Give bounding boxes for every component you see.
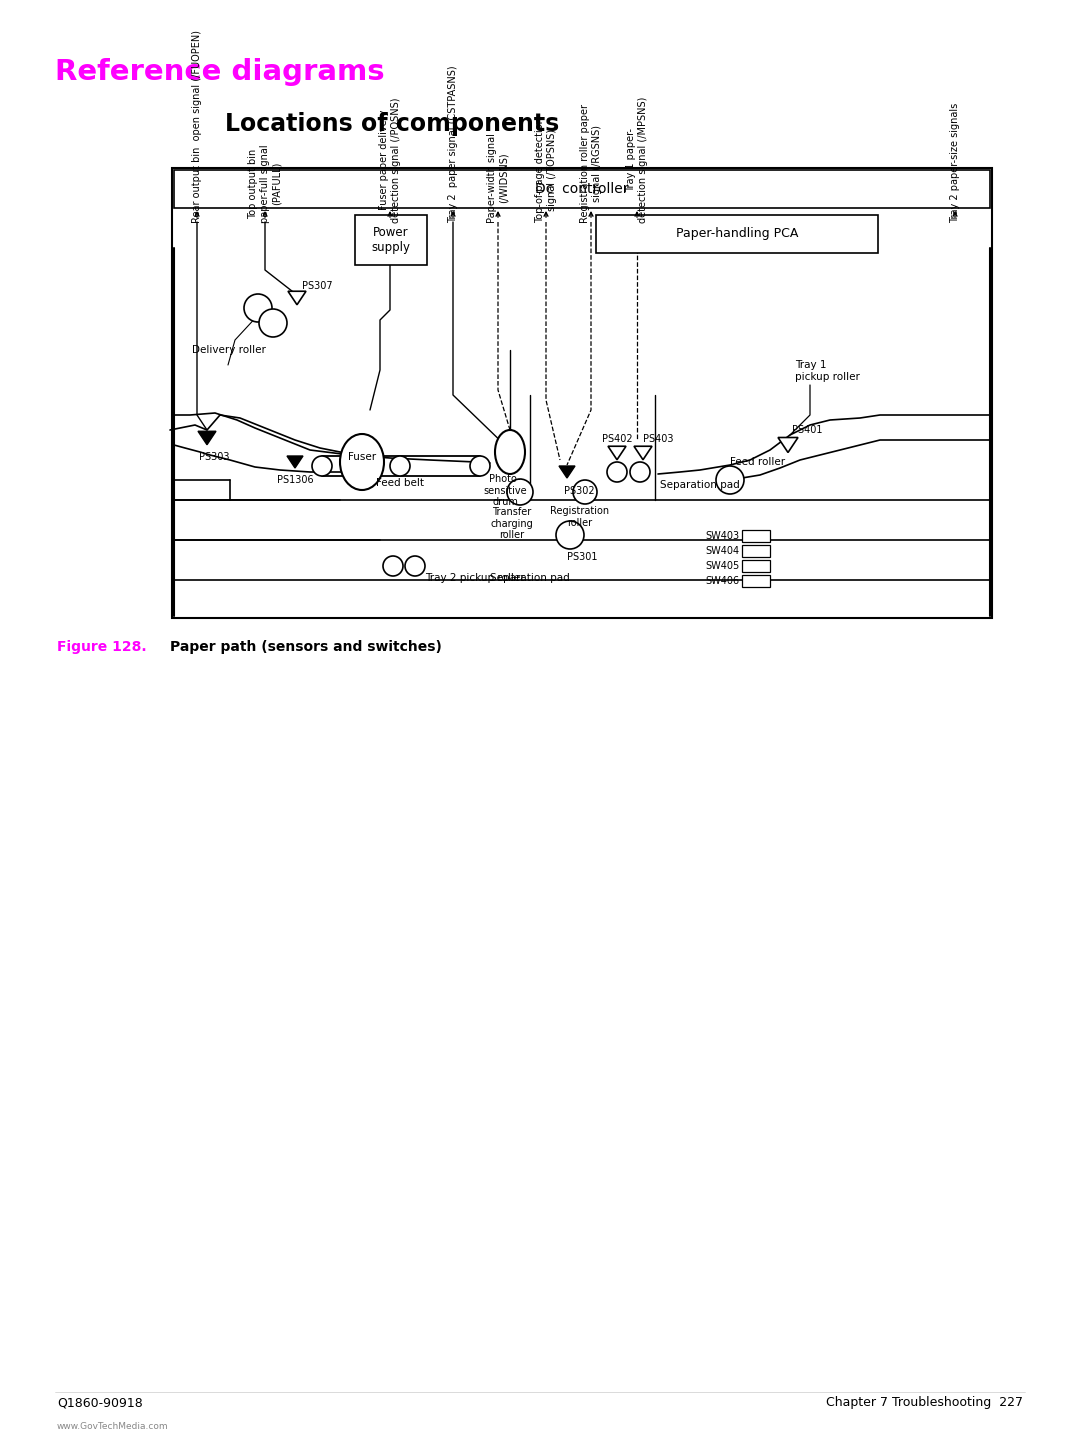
Text: PS402: PS402 — [602, 434, 633, 444]
Bar — [742, 575, 770, 586]
Text: PS401: PS401 — [792, 425, 823, 435]
Circle shape — [390, 456, 410, 476]
Bar — [174, 170, 990, 208]
Text: Transfer
charging
roller: Transfer charging roller — [490, 507, 534, 540]
Circle shape — [244, 295, 272, 322]
Polygon shape — [559, 466, 575, 479]
Ellipse shape — [495, 430, 525, 474]
Text: SW405: SW405 — [705, 560, 740, 570]
Text: Feed belt: Feed belt — [376, 479, 424, 489]
Polygon shape — [288, 292, 306, 305]
Text: www.GovTechMedia.com: www.GovTechMedia.com — [57, 1423, 168, 1431]
Circle shape — [607, 463, 627, 481]
Text: Locations of components: Locations of components — [225, 112, 559, 137]
Circle shape — [630, 463, 650, 481]
Text: Top output bin
paper-full signal
(PAFULL): Top output bin paper-full signal (PAFULL… — [248, 144, 282, 223]
Circle shape — [573, 480, 597, 504]
Text: Chapter 7 Troubleshooting  227: Chapter 7 Troubleshooting 227 — [826, 1395, 1023, 1410]
Circle shape — [312, 456, 332, 476]
Text: Separation pad: Separation pad — [490, 573, 570, 583]
Bar — [172, 168, 993, 618]
Text: Q1860-90918: Q1860-90918 — [57, 1395, 143, 1410]
Text: Top-of-page detection
signal (/TOPSNS): Top-of-page detection signal (/TOPSNS) — [536, 118, 557, 223]
Text: Paper-handling PCA: Paper-handling PCA — [676, 227, 798, 240]
Text: PS302: PS302 — [564, 486, 595, 496]
Text: Tray 1
pickup roller: Tray 1 pickup roller — [795, 361, 860, 382]
Text: Separation pad: Separation pad — [660, 480, 740, 490]
Circle shape — [507, 479, 534, 504]
Text: Tray 2 pickup roller: Tray 2 pickup roller — [426, 573, 525, 583]
Text: Fuser paper delivery
detection signal (/POSNS): Fuser paper delivery detection signal (/… — [379, 98, 401, 223]
Text: PS307: PS307 — [302, 282, 333, 292]
Text: Tray 1 paper-
detection signal (/MPSNS): Tray 1 paper- detection signal (/MPSNS) — [626, 96, 648, 223]
Text: SW403: SW403 — [706, 532, 740, 540]
Circle shape — [383, 556, 403, 576]
Polygon shape — [778, 437, 798, 453]
Text: Power
supply: Power supply — [372, 226, 410, 254]
Bar — [742, 530, 770, 542]
Text: Reference diagrams: Reference diagrams — [55, 57, 384, 86]
Text: Tray 2  paper signal (CSTPASNS): Tray 2 paper signal (CSTPASNS) — [448, 65, 458, 223]
Text: Registration
roller: Registration roller — [551, 506, 609, 527]
Circle shape — [470, 456, 490, 476]
Circle shape — [405, 556, 426, 576]
Polygon shape — [608, 447, 626, 460]
Bar — [742, 560, 770, 572]
Circle shape — [556, 522, 584, 549]
Polygon shape — [198, 431, 216, 444]
Text: Fuser: Fuser — [348, 453, 376, 463]
Bar — [596, 216, 878, 253]
Text: Feed roller: Feed roller — [730, 457, 785, 467]
Text: Dc  controller: Dc controller — [536, 182, 629, 195]
Text: PS301: PS301 — [567, 552, 597, 562]
Text: SW406: SW406 — [706, 576, 740, 586]
Text: Rear output bin  open signal (/FUOPEN): Rear output bin open signal (/FUOPEN) — [192, 30, 202, 223]
Circle shape — [716, 466, 744, 494]
Text: SW404: SW404 — [706, 546, 740, 556]
Text: PS303: PS303 — [199, 453, 229, 463]
Text: Figure 128.: Figure 128. — [57, 639, 147, 654]
Text: Photo-
sensitive
drum: Photo- sensitive drum — [483, 474, 527, 507]
Bar — [742, 545, 770, 558]
Polygon shape — [634, 447, 652, 460]
Text: Registration roller paper
signal (/RGSNS): Registration roller paper signal (/RGSNS… — [580, 103, 602, 223]
Bar — [355, 216, 427, 264]
Polygon shape — [287, 456, 303, 468]
Text: Delivery roller: Delivery roller — [192, 345, 266, 355]
Text: PS1306: PS1306 — [276, 476, 313, 486]
Ellipse shape — [340, 434, 384, 490]
Circle shape — [259, 309, 287, 338]
Text: PS403: PS403 — [643, 434, 674, 444]
Text: Paper path (sensors and switches): Paper path (sensors and switches) — [170, 639, 442, 654]
Text: Paper-width signal
(/WIDSNS): Paper-width signal (/WIDSNS) — [487, 134, 509, 223]
Text: Tray 2 paper-size signals: Tray 2 paper-size signals — [950, 103, 960, 223]
